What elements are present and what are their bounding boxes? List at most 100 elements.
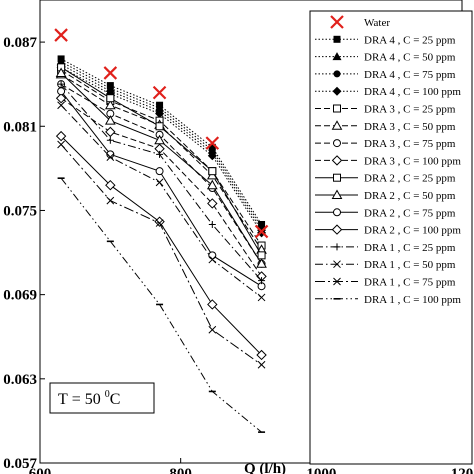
legend-item: DRA 4 , C = 50 ppm bbox=[315, 52, 456, 64]
marker-cross bbox=[155, 178, 164, 187]
legend-label: DRA 1 , C = 75 ppm bbox=[364, 277, 456, 289]
marker-square-open bbox=[257, 251, 266, 260]
y-tick-label: 0.087 bbox=[3, 35, 37, 51]
marker-triangle-open bbox=[331, 120, 343, 130]
legend-box bbox=[309, 10, 473, 465]
marker-square-filled bbox=[333, 35, 341, 43]
marker-diamond-open bbox=[55, 130, 67, 142]
marker-cross bbox=[155, 219, 164, 227]
legend-label: DRA 4 , C = 75 ppm bbox=[364, 69, 456, 81]
legend-label: DRA 2 , C = 25 ppm bbox=[364, 173, 456, 185]
series-14 bbox=[57, 101, 266, 302]
legend-label: DRA 2 , C = 50 ppm bbox=[364, 190, 456, 202]
marker-diamond-open bbox=[207, 299, 218, 310]
annotation-suffix: C bbox=[110, 391, 121, 408]
legend-item: DRA 3 , C = 100 ppm bbox=[315, 155, 461, 167]
legend-label: DRA 1 , C = 100 ppm bbox=[364, 294, 461, 306]
marker-triangle-open bbox=[331, 189, 343, 199]
marker-diamond-open bbox=[207, 198, 218, 209]
marker-square-open bbox=[208, 167, 217, 176]
legend-item: Water bbox=[330, 15, 390, 29]
marker-cross bbox=[257, 360, 266, 369]
marker-triangle-open bbox=[55, 67, 67, 77]
legend-item: DRA 3 , C = 50 ppm bbox=[315, 120, 456, 133]
x-tick-label: 1000 bbox=[306, 466, 336, 474]
marker-diamond-open bbox=[105, 126, 116, 138]
legend-item: DRA 3 , C = 75 ppm bbox=[315, 138, 456, 150]
marker-triangle-open bbox=[104, 115, 116, 125]
marker-triangle-open bbox=[206, 179, 218, 190]
marker-square-open bbox=[155, 122, 164, 131]
marker-circle-open bbox=[333, 139, 341, 148]
legend-label: DRA 4 , C = 50 ppm bbox=[364, 52, 456, 64]
marker-cross bbox=[57, 140, 65, 149]
series-8 bbox=[55, 93, 267, 282]
x-tick-label: 120 bbox=[451, 466, 474, 474]
marker-plus bbox=[57, 80, 65, 88]
marker-plus bbox=[106, 136, 114, 144]
legend-item: DRA 1 , C = 50 ppm bbox=[315, 259, 456, 271]
marker-cross bbox=[257, 293, 266, 302]
series-layer bbox=[54, 28, 269, 433]
marker-cross bbox=[333, 260, 341, 269]
legend-item: DRA 3 , C = 25 ppm bbox=[315, 104, 456, 116]
marker-square-open bbox=[333, 173, 341, 182]
legend-label: DRA 1 , C = 25 ppm bbox=[364, 242, 456, 254]
annotation-text: T = 50 0C bbox=[58, 389, 120, 408]
legend-label: DRA 3 , C = 25 ppm bbox=[364, 104, 456, 116]
marker-diamond-filled bbox=[155, 109, 165, 119]
series-9 bbox=[57, 63, 266, 260]
y-tick-label: 0.069 bbox=[3, 288, 37, 304]
x-tick-label: 800 bbox=[169, 466, 192, 474]
x-axis-title: Q (l/h) bbox=[244, 461, 286, 474]
marker-diamond-open bbox=[331, 155, 343, 166]
legend-item: DRA 1 , C = 25 ppm bbox=[315, 242, 456, 254]
marker-cross bbox=[106, 196, 115, 205]
series-16 bbox=[57, 177, 266, 433]
marker-triangle-open bbox=[104, 99, 116, 110]
marker-x-red bbox=[330, 15, 344, 29]
marker-diamond-open bbox=[55, 93, 67, 104]
marker-cross bbox=[57, 101, 65, 110]
marker-x-red bbox=[54, 28, 68, 42]
marker-square-open bbox=[106, 94, 115, 103]
marker-cross bbox=[208, 325, 217, 334]
legend-label: DRA 4 , C = 100 ppm bbox=[364, 86, 461, 98]
temperature-annotation: T = 50 0C bbox=[49, 382, 155, 414]
legend-item: DRA 1 , C = 75 ppm bbox=[315, 277, 456, 289]
series-0 bbox=[54, 28, 269, 239]
marker-triangle-open bbox=[154, 134, 165, 145]
legend-item: DRA 4 , C = 25 ppm bbox=[315, 34, 456, 46]
marker-circle-open bbox=[155, 167, 164, 176]
marker-diamond-open bbox=[105, 179, 116, 191]
legend-label: DRA 3 , C = 75 ppm bbox=[364, 138, 456, 150]
marker-cross bbox=[106, 153, 115, 161]
marker-diamond-filled bbox=[207, 151, 217, 161]
legend-item: DRA 2 , C = 25 ppm bbox=[315, 173, 456, 185]
series-10 bbox=[55, 67, 267, 268]
marker-circle-open bbox=[57, 87, 66, 96]
y-tick-label: 0.057 bbox=[3, 456, 37, 472]
annotation-superscript: 0 bbox=[105, 389, 110, 400]
legend-item: DRA 1 , C = 100 ppm bbox=[315, 294, 461, 306]
y-tick-label: 0.063 bbox=[3, 372, 37, 388]
marker-triangle-open bbox=[256, 258, 267, 268]
legend-label: DRA 4 , C = 25 ppm bbox=[364, 34, 456, 46]
marker-plus bbox=[258, 277, 266, 285]
marker-square-open bbox=[333, 104, 341, 113]
marker-x-red bbox=[152, 85, 167, 100]
y-tick-label: 0.081 bbox=[3, 119, 37, 135]
series-15 bbox=[57, 140, 266, 369]
legend-label: DRA 1 , C = 50 ppm bbox=[364, 259, 456, 271]
legend: Water DRA 4 , C = 25 ppm DRA 4 , C = 50 pp… bbox=[309, 10, 473, 465]
legend-item: DRA 2 , C = 75 ppm bbox=[315, 207, 456, 219]
series-11 bbox=[57, 87, 266, 291]
marker-triangle-filled bbox=[332, 52, 342, 61]
marker-circle-filled bbox=[333, 70, 341, 78]
marker-diamond-filled bbox=[332, 86, 342, 96]
y-tick-label: 0.075 bbox=[3, 203, 37, 219]
series-13 bbox=[57, 80, 266, 285]
marker-x-red bbox=[205, 136, 220, 150]
legend-label: DRA 3 , C = 100 ppm bbox=[364, 155, 461, 167]
